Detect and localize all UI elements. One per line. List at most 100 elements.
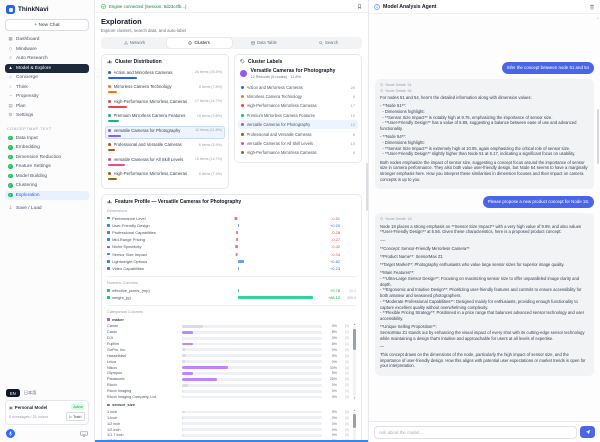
maker-bar-track bbox=[182, 354, 322, 358]
maker-bar-track bbox=[182, 395, 322, 399]
app-logo-icon bbox=[6, 5, 15, 14]
message-paragraph: ---- bbox=[380, 237, 386, 243]
sidebar-item-mindware[interactable]: ◇ Mindware bbox=[5, 45, 89, 54]
dimension-bar bbox=[234, 216, 238, 220]
maker-bar-track bbox=[182, 383, 322, 387]
dimension-row: Mid-Range Pricing -0.27 bbox=[107, 236, 356, 243]
sidebar-item-auto-research[interactable]: ⌕ Auto Research bbox=[5, 54, 89, 63]
sensor-count: (0) bbox=[344, 433, 349, 438]
sidebar-item-propensity[interactable]: ◔ Propensity bbox=[5, 92, 89, 101]
message-paragraph: Node 18 places a strong emphasis on **Se… bbox=[380, 223, 583, 235]
sensor-scrollbar[interactable]: ▲ bbox=[353, 409, 356, 442]
maker-count: (4) bbox=[344, 365, 349, 370]
nav-item-label: Concierge bbox=[16, 75, 38, 80]
step-exploration[interactable]: ✓ Exploration bbox=[5, 190, 89, 200]
dimension-name: Performance Level bbox=[112, 215, 146, 221]
maker-name: DJI bbox=[107, 336, 113, 341]
scroll-down-icon[interactable]: ▼ bbox=[353, 396, 356, 400]
sidebar-item-plan[interactable]: ▤ Plan bbox=[5, 102, 89, 111]
dimension-bar bbox=[237, 266, 240, 270]
cluster-label-count: 17 bbox=[350, 103, 355, 109]
sidebar-item-concierge[interactable]: ⌂ Concierge bbox=[5, 73, 89, 82]
cluster-dot bbox=[108, 85, 111, 88]
sensor-pct: 0% bbox=[331, 421, 337, 426]
sidebar-item-model-explore[interactable]: ▲ Model & Explore bbox=[5, 63, 89, 73]
cluster-dot bbox=[241, 95, 244, 99]
cluster-label-row[interactable]: Premium Mirrorless Camera Features 10 bbox=[238, 111, 358, 120]
maker-bar-base bbox=[182, 354, 187, 358]
nav-item-icon: ○ bbox=[9, 83, 12, 89]
step-model-building[interactable]: ✓ Model Building bbox=[5, 172, 89, 181]
cluster-label-row[interactable]: Versatile Cameras for All Skill Levels 1… bbox=[238, 139, 358, 148]
tab-network[interactable]: Network bbox=[102, 38, 167, 48]
save-load-item[interactable]: ↧ Save / Load bbox=[5, 204, 89, 213]
cluster-row[interactable]: Versatile Cameras for Photography 12 ite… bbox=[105, 125, 225, 139]
feature-profile-card: Feature Profile — Versatile Cameras for … bbox=[101, 193, 362, 442]
scroll-up-icon[interactable]: ▲ bbox=[353, 323, 356, 327]
tab-clusters[interactable]: Clusters bbox=[166, 37, 232, 48]
cluster-label-row[interactable]: Action and Mirrorless Cameras 26 bbox=[238, 83, 358, 92]
dimension-bullet bbox=[107, 223, 110, 227]
sidebar-item-settings[interactable]: ⚙ Settings bbox=[5, 111, 89, 120]
cluster-row[interactable]: Versatile Cameras for All Skill Levels 1… bbox=[105, 155, 225, 168]
nav-item-icon: ⌕ bbox=[9, 55, 12, 61]
dimensions-label: Dimensions bbox=[107, 207, 128, 213]
step-dimension-reduction[interactable]: ✓ Dimension Reduction bbox=[5, 153, 89, 162]
cluster-label-row[interactable]: Professional and Versatile Cameras 6 bbox=[238, 129, 358, 138]
chat-input-bar bbox=[369, 421, 600, 442]
new-chat-button[interactable]: + New Chat bbox=[5, 19, 89, 31]
main-scrollbar-thumb[interactable] bbox=[366, 163, 368, 211]
cluster-label-row[interactable]: Mirrorless Camera Technology 8 bbox=[238, 92, 358, 101]
cluster-row[interactable]: High-Performance Mirrorless Cameras 8 it… bbox=[105, 169, 225, 182]
maker-row: DJI 0% (0) bbox=[107, 335, 349, 341]
dimension-bullet bbox=[107, 245, 110, 249]
bookmark-icon[interactable] bbox=[357, 3, 362, 9]
pipeline-steps: ✓ Data Input ✓ Embedding ✓ Dimension Red… bbox=[5, 134, 89, 201]
maker-count: (1) bbox=[344, 330, 349, 335]
tool-call-line: Node Detail: 18 bbox=[380, 217, 589, 221]
trash-icon[interactable] bbox=[589, 4, 595, 10]
scroll-up-icon[interactable]: ▲ bbox=[596, 16, 599, 20]
cluster-label-row[interactable]: High-Performance Mirrorless Cameras 8 bbox=[238, 148, 358, 157]
message-paragraph: For nodes 51 and 54, here's the detailed… bbox=[380, 95, 532, 101]
cluster-label-count: 6 bbox=[352, 131, 355, 137]
tab-search[interactable]: Search bbox=[296, 38, 361, 48]
chat-input[interactable] bbox=[374, 425, 577, 439]
dimension-name: Niche Specificity bbox=[112, 244, 142, 250]
voice-button[interactable] bbox=[6, 429, 15, 438]
maker-row: Ricoh 0% (0) bbox=[107, 382, 349, 388]
message-paragraph: - **Node 54**: - Dimensions highlight: -… bbox=[380, 134, 576, 157]
cluster-row[interactable]: Premium Mirrorless Camera Features 10 it… bbox=[105, 111, 225, 124]
cluster-label-row[interactable]: Versatile Cameras for Photography 12 bbox=[238, 120, 358, 130]
lang-ja-button[interactable]: 日本語 bbox=[23, 390, 37, 396]
sidebar-item-dashboard[interactable]: ▦ Dashboard bbox=[5, 35, 89, 44]
step-data-input[interactable]: ✓ Data Input bbox=[5, 134, 89, 143]
check-icon: ✓ bbox=[8, 135, 13, 141]
sidebar-item-think[interactable]: ○ Think bbox=[5, 83, 89, 92]
maker-scrollbar[interactable]: ▲ ▼ bbox=[353, 323, 356, 400]
step-feature-settings[interactable]: ✓ Feature Settings bbox=[5, 162, 89, 171]
cluster-row[interactable]: High-Performance Mirrorless Cameras 17 i… bbox=[105, 97, 225, 110]
cluster-row[interactable]: Professional and Versatile Cameras 6 ite… bbox=[105, 140, 225, 153]
cluster-meta: 6 items (5.9%) bbox=[198, 142, 222, 147]
cluster-row[interactable]: Action and Mirrorless Cameras 26 items (… bbox=[105, 68, 225, 81]
maker-bar-base bbox=[182, 324, 203, 328]
chat-messages: ▲ Infer the concept between node 51 and … bbox=[369, 14, 600, 421]
scroll-up-icon[interactable]: ▲ bbox=[353, 408, 356, 412]
step-clustering[interactable]: ✓ Clustering bbox=[5, 181, 89, 190]
maker-bar-base bbox=[182, 336, 184, 340]
view-tabs: Network Clusters Data Table Search bbox=[101, 36, 362, 49]
step-embedding[interactable]: ✓ Embedding bbox=[5, 143, 89, 152]
keyboard-icon[interactable] bbox=[80, 430, 88, 437]
chat-scrollbar-thumb[interactable] bbox=[596, 109, 599, 164]
dimension-bar bbox=[237, 259, 244, 263]
tab-data-table[interactable]: Data Table bbox=[232, 38, 297, 48]
cluster-bar bbox=[108, 178, 117, 180]
cluster-row[interactable]: Mirrorless Camera Technology 8 items (7.… bbox=[105, 82, 225, 95]
cluster-label-row[interactable]: High-Performance Mirrorless Cameras 17 bbox=[238, 101, 358, 110]
cluster-label-count: 10 bbox=[350, 112, 355, 118]
cluster-name: Versatile Cameras for Photography bbox=[113, 127, 181, 133]
lang-en-button[interactable]: EN bbox=[6, 389, 20, 398]
send-button[interactable] bbox=[580, 426, 595, 438]
train-button[interactable]: ▷ Train bbox=[65, 412, 85, 421]
